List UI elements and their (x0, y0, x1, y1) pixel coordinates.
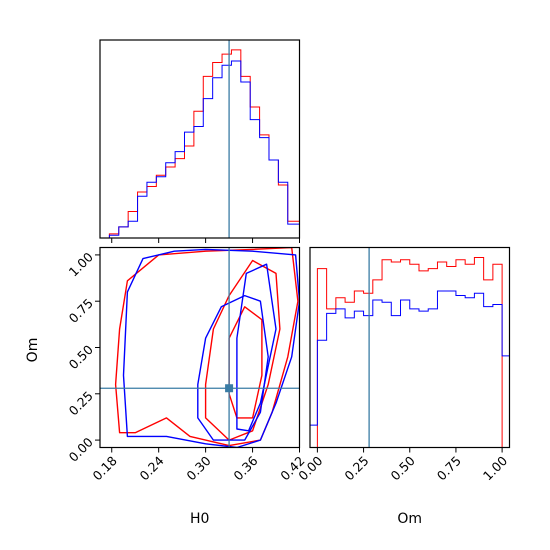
om-histogram-series-2 (309, 290, 510, 448)
om-histogram-series-1 (310, 257, 510, 448)
om-hist-x-tick-label-4: 0.75 (434, 453, 464, 483)
joint-y-tick-label-5: 1.00 (66, 249, 96, 279)
contour-series-1-outer (114, 247, 299, 447)
joint-y-tick-label-4: 0.75 (66, 296, 96, 326)
h0-histogram-series-1 (100, 49, 300, 239)
x-axis-label-om: Om (397, 511, 422, 527)
panel-joint-contours: 0.18 0.24 0.30 0.36 0.420.000.250.500.751.00 (66, 246, 308, 483)
contour-series-1-inner (228, 306, 263, 419)
joint-y-tick-label-3: 0.50 (66, 342, 96, 372)
h0-histogram-series-2 (100, 60, 300, 239)
contour-series-1-middle (204, 259, 281, 441)
joint-y-tick-label-1: 0.00 (66, 434, 96, 464)
truth-marker (225, 384, 234, 393)
joint-y-tick-label-2: 0.25 (66, 388, 96, 418)
contour-series-2-outer (122, 248, 300, 448)
panel-om-histogram: 0.00 0.25 0.50 0.75 1.00 (295, 246, 511, 483)
panel-h0-histogram (99, 39, 301, 243)
contour-series-2-inner (236, 263, 277, 432)
contour-series-2-middle (197, 294, 269, 441)
joint-x-tick-label-4: 0.36 (230, 453, 260, 483)
axes-frame-om-hist (309, 246, 511, 449)
joint-x-tick-label-3: 0.30 (183, 453, 213, 483)
joint-x-tick-label-1: 0.18 (90, 453, 120, 483)
joint-x-tick-label-2: 0.24 (137, 453, 167, 483)
x-axis-label-h0: H0 (190, 511, 209, 527)
om-hist-x-tick-label-5: 1.00 (480, 453, 510, 483)
y-axis-label-om: Om (25, 338, 41, 363)
om-hist-x-tick-label-3: 0.50 (388, 453, 418, 483)
axes-frame-h0-hist (99, 39, 301, 239)
om-hist-x-tick-label-2: 0.25 (341, 453, 371, 483)
